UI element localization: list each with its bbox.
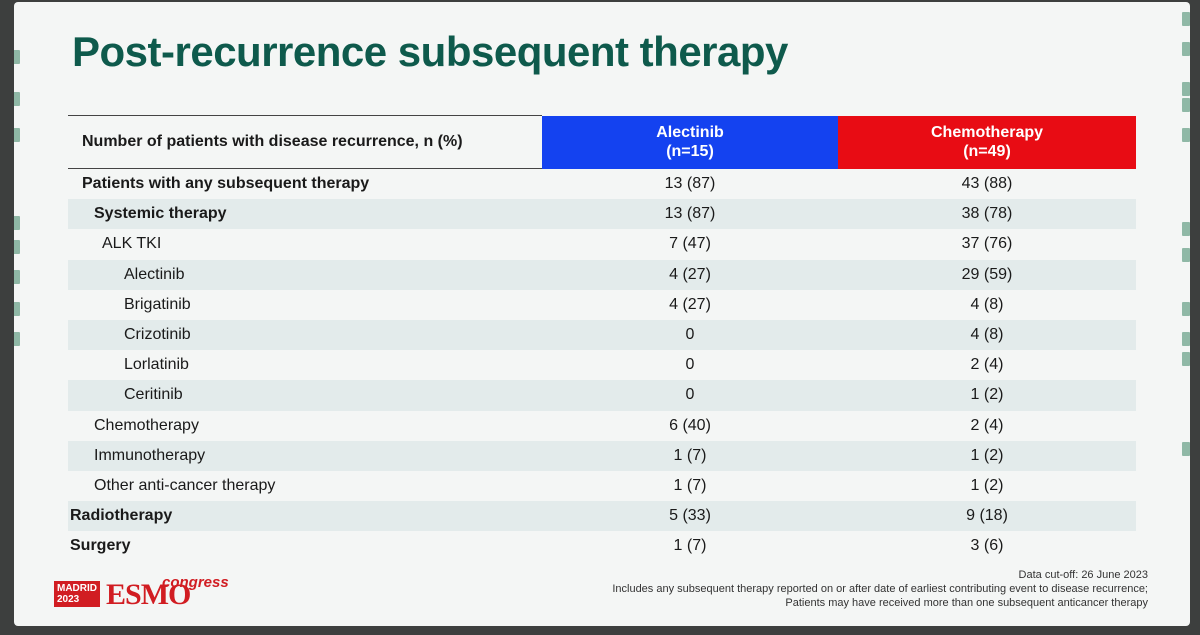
cell-chemotherapy: 9 (18) <box>838 501 1136 532</box>
table-row: ALK TKI 7 (47) 37 (76) <box>68 229 1136 260</box>
cell-chemotherapy: 4 (8) <box>838 319 1136 351</box>
row-label: Lorlatinib <box>68 350 542 381</box>
header-chemotherapy-n: (n=49) <box>963 143 1011 160</box>
row-label: Ceritinib <box>68 380 542 411</box>
row-label: Immunotherapy <box>68 440 542 471</box>
cell-alectinib: 13 (87) <box>542 199 838 230</box>
cell-alectinib: 13 (87) <box>542 168 838 200</box>
header-alectinib-name: Alectinib <box>656 124 724 141</box>
slide-title: Post-recurrence subsequent therapy <box>72 28 788 75</box>
cell-alectinib: 0 <box>542 380 838 411</box>
table-row: Chemotherapy 6 (40) 2 (4) <box>68 410 1136 441</box>
logo-suffix: congress <box>162 574 229 591</box>
cell-chemotherapy: 37 (76) <box>838 229 1136 260</box>
footnote: Data cut-off: 26 June 2023 Includes any … <box>612 568 1148 610</box>
table-row: Radiotherapy 5 (33) 9 (18) <box>68 501 1136 532</box>
footnote-definition: Includes any subsequent therapy reported… <box>612 583 1148 595</box>
table-row: Crizotinib 0 4 (8) <box>68 319 1136 351</box>
cell-alectinib: 1 (7) <box>542 440 838 471</box>
cell-alectinib: 7 (47) <box>542 229 838 260</box>
table-row: Alectinib 4 (27) 29 (59) <box>68 259 1136 290</box>
table-row: Brigatinib 4 (27) 4 (8) <box>68 289 1136 320</box>
table-row: Patients with any subsequent therapy 13 … <box>68 168 1136 200</box>
header-chemotherapy: Chemotherapy (n=49) <box>838 115 1136 169</box>
table-row: Other anti-cancer therapy 1 (7) 1 (2) <box>68 470 1136 502</box>
row-label: Alectinib <box>68 259 542 290</box>
cell-chemotherapy: 43 (88) <box>838 168 1136 200</box>
cell-alectinib: 0 <box>542 319 838 351</box>
cell-alectinib: 4 (27) <box>542 289 838 320</box>
therapy-table: Number of patients with disease recurren… <box>68 115 1136 562</box>
cell-alectinib: 6 (40) <box>542 410 838 441</box>
row-label: Patients with any subsequent therapy <box>68 168 542 200</box>
header-alectinib: Alectinib (n=15) <box>542 115 838 169</box>
cell-chemotherapy: 2 (4) <box>838 410 1136 441</box>
logo-city-badge: MADRID 2023 <box>54 581 100 607</box>
cell-alectinib: 0 <box>542 350 838 381</box>
header-label: Number of patients with disease recurren… <box>68 115 542 169</box>
logo-city: MADRID <box>57 583 97 594</box>
table-row: Systemic therapy 13 (87) 38 (78) <box>68 199 1136 230</box>
decorative-edge-right <box>1182 2 1190 626</box>
table-row: Ceritinib 0 1 (2) <box>68 380 1136 411</box>
row-label: Crizotinib <box>68 319 542 351</box>
footnote-cutoff: Data cut-off: 26 June 2023 <box>1018 569 1148 581</box>
logo-brand: ESMO <box>106 578 191 611</box>
cell-alectinib: 5 (33) <box>542 501 838 532</box>
row-label: Surgery <box>68 531 542 562</box>
cell-chemotherapy: 29 (59) <box>838 259 1136 290</box>
cell-chemotherapy: 3 (6) <box>838 531 1136 562</box>
esmo-congress-logo: MADRID 2023 ESMO congress <box>54 574 254 614</box>
row-label: Radiotherapy <box>68 501 542 532</box>
logo-year: 2023 <box>57 594 80 605</box>
cell-alectinib: 1 (7) <box>542 531 838 562</box>
cell-chemotherapy: 2 (4) <box>838 350 1136 381</box>
cell-chemotherapy: 38 (78) <box>838 199 1136 230</box>
cell-alectinib: 4 (27) <box>542 259 838 290</box>
decorative-edge-left <box>14 2 22 626</box>
row-label: Systemic therapy <box>68 199 542 230</box>
header-chemotherapy-name: Chemotherapy <box>930 124 1044 141</box>
slide: Post-recurrence subsequent therapy Numbe… <box>14 2 1190 626</box>
row-label: Chemotherapy <box>68 410 542 441</box>
cell-alectinib: 1 (7) <box>542 470 838 502</box>
table-row: Surgery 1 (7) 3 (6) <box>68 531 1136 562</box>
header-alectinib-n: (n=15) <box>666 143 714 160</box>
table-row: Immunotherapy 1 (7) 1 (2) <box>68 440 1136 471</box>
footnote-note: Patients may have received more than one… <box>785 597 1148 609</box>
cell-chemotherapy: 1 (2) <box>838 440 1136 471</box>
cell-chemotherapy: 1 (2) <box>838 380 1136 411</box>
row-label: ALK TKI <box>68 229 542 260</box>
cell-chemotherapy: 1 (2) <box>838 470 1136 502</box>
row-label: Other anti-cancer therapy <box>68 470 542 502</box>
cell-chemotherapy: 4 (8) <box>838 289 1136 320</box>
table-row: Lorlatinib 0 2 (4) <box>68 350 1136 381</box>
row-label: Brigatinib <box>68 289 542 320</box>
